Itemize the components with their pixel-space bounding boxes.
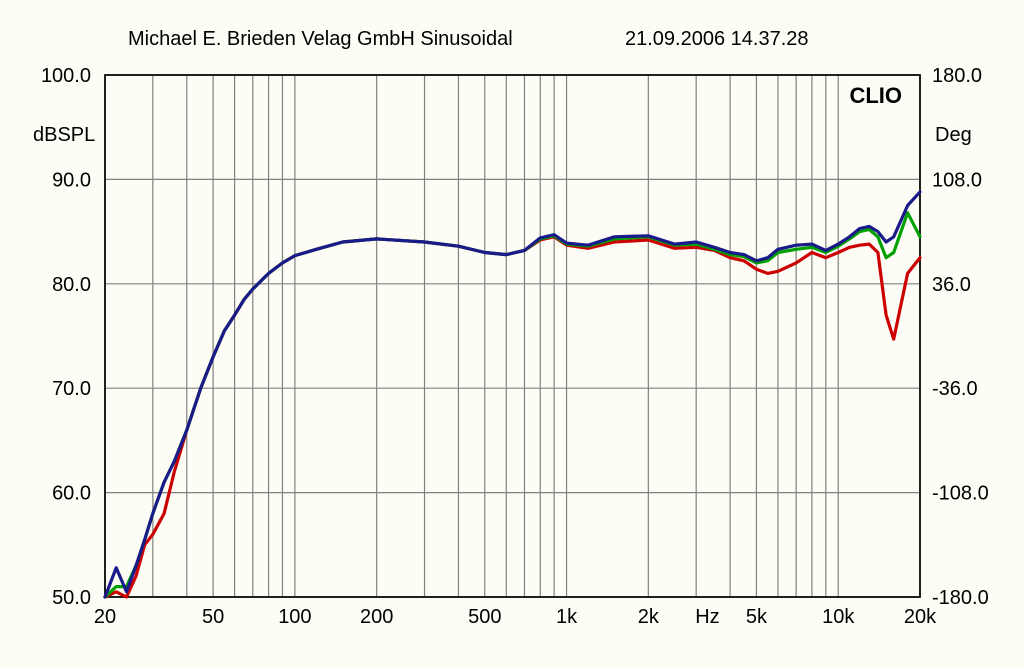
y-right-tick: 180.0 <box>932 65 982 87</box>
y-right-tick: -108.0 <box>932 483 989 505</box>
y-left-tick: 60.0 <box>52 483 91 505</box>
y-right-tick: 36.0 <box>932 274 971 296</box>
clio-watermark: CLIO <box>849 83 902 108</box>
x-tick: 20k <box>904 606 937 628</box>
x-tick: 5k <box>746 606 768 628</box>
x-tick: 50 <box>202 606 224 628</box>
x-tick: 500 <box>468 606 501 628</box>
y-right-tick: -180.0 <box>932 587 989 609</box>
chart-container: { "header": { "title_left": "Michael E. … <box>0 0 1024 669</box>
y-left-tick: 100.0 <box>41 65 91 87</box>
x-axis-unit: Hz <box>695 606 719 628</box>
series-off-axis-15 <box>105 213 920 597</box>
x-tick: 2k <box>638 606 660 628</box>
x-tick: 20 <box>94 606 116 628</box>
x-tick: 100 <box>278 606 311 628</box>
series-off-axis-30 <box>105 237 920 597</box>
y-left-tick: 70.0 <box>52 378 91 400</box>
x-tick: 200 <box>360 606 393 628</box>
frequency-response-chart: 50.0 60.0 70.0 80.0 90.0 100.0 -180.0 -108.0 -36… <box>0 0 1024 669</box>
y-right-tick: 108.0 <box>932 169 982 191</box>
x-tick: 1k <box>556 606 578 628</box>
series-on-axis <box>105 192 920 597</box>
x-tick: 10k <box>822 606 855 628</box>
y-right-tick: -36.0 <box>932 378 978 400</box>
y-left-tick: 50.0 <box>52 587 91 609</box>
y-left-tick: 90.0 <box>52 169 91 191</box>
plot-border <box>105 75 920 597</box>
y-left-tick: 80.0 <box>52 274 91 296</box>
